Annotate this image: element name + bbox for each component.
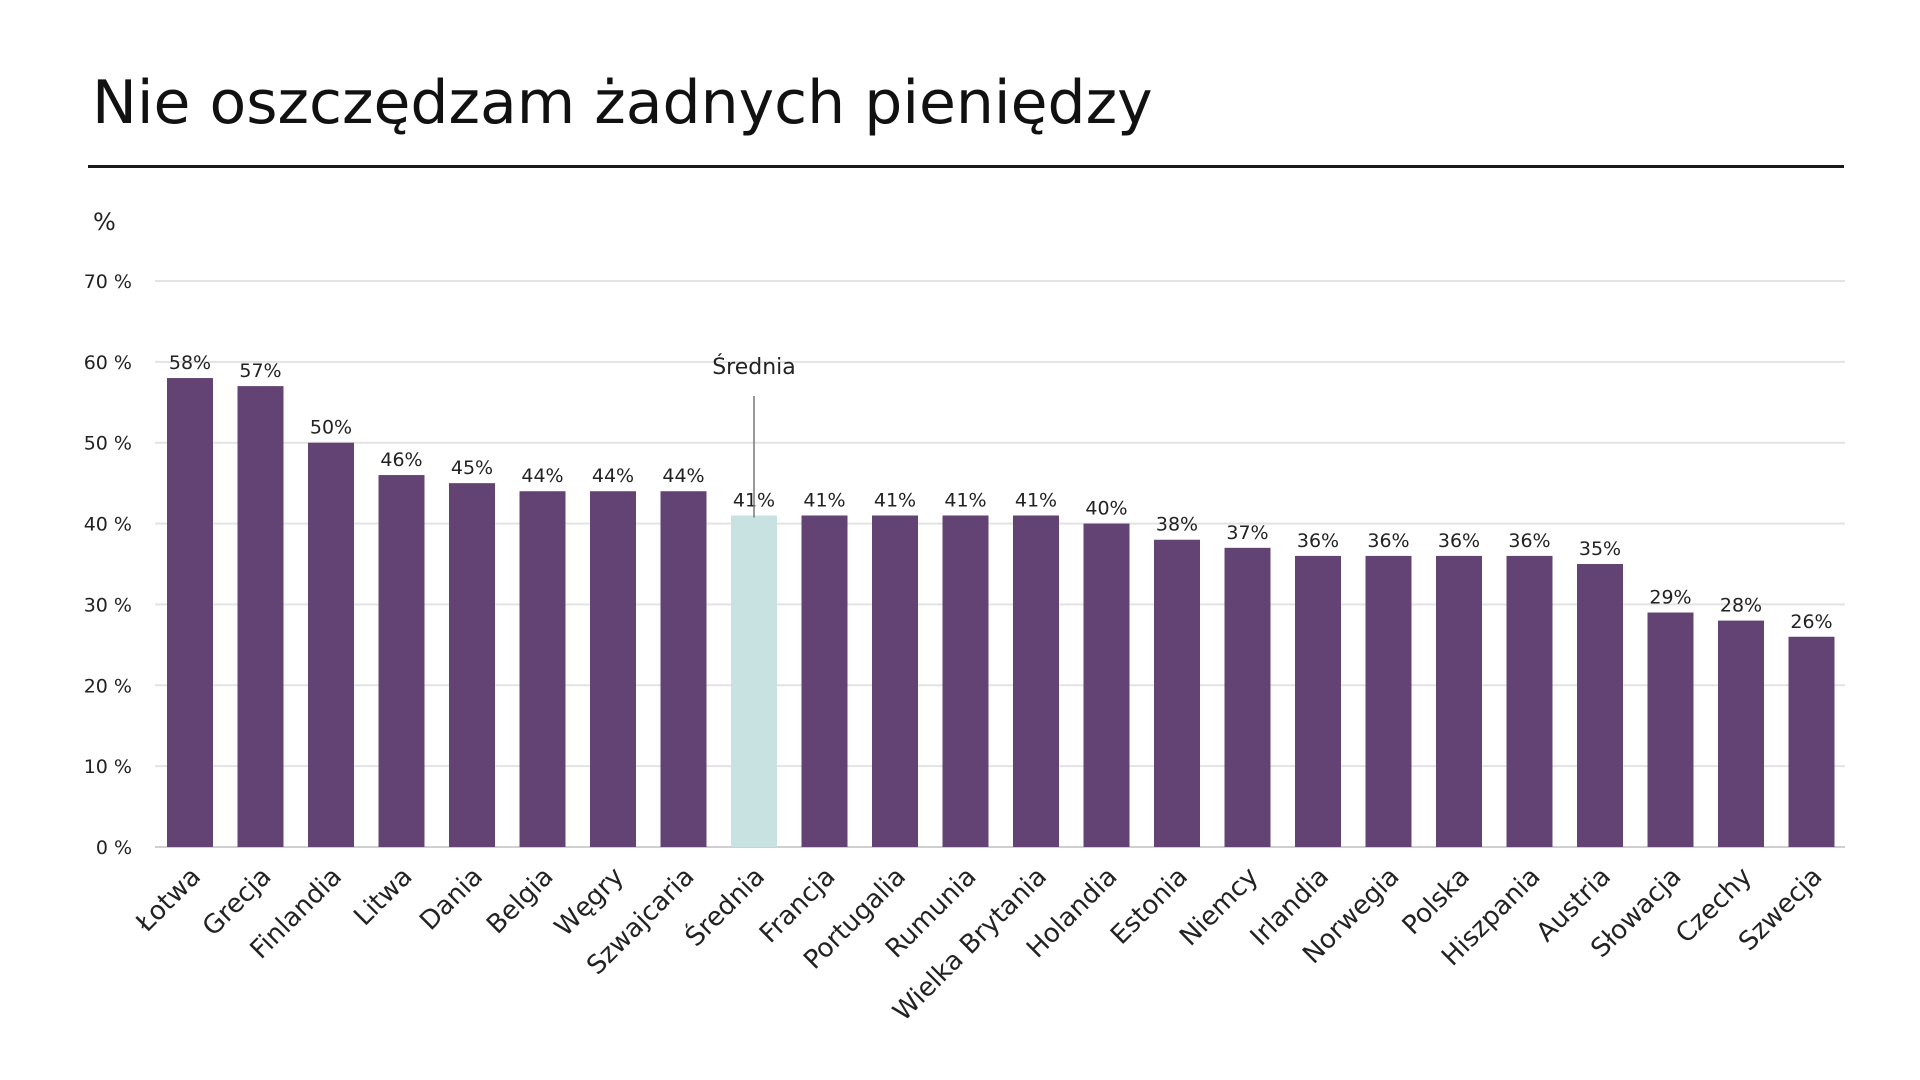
value-label: 41% bbox=[874, 489, 916, 511]
bar bbox=[731, 515, 777, 847]
value-label: 44% bbox=[592, 465, 634, 487]
value-label: 37% bbox=[1226, 522, 1268, 544]
value-label: 38% bbox=[1156, 514, 1198, 536]
value-label: 36% bbox=[1297, 530, 1339, 552]
bar bbox=[1436, 555, 1482, 847]
value-label: 41% bbox=[803, 489, 845, 511]
chart-title: Nie oszczędzam żadnych pieniędzy bbox=[92, 68, 1153, 138]
x-tick-label: Dania bbox=[414, 862, 489, 937]
bar bbox=[801, 515, 848, 847]
y-tick-label: 40 % bbox=[84, 514, 132, 536]
bar bbox=[590, 491, 636, 847]
bar bbox=[1295, 555, 1341, 847]
annotation: Średnia bbox=[712, 354, 796, 518]
value-labels: 58% 57%50%46% 45% 44% 44% 44%41% 41% 41% 41% 41% 4… bbox=[169, 352, 1833, 633]
bar bbox=[872, 515, 918, 847]
title-divider bbox=[88, 165, 1844, 168]
bar bbox=[1013, 515, 1059, 847]
bar bbox=[942, 515, 989, 847]
value-label: 40% bbox=[1085, 498, 1127, 520]
bar bbox=[1718, 620, 1764, 847]
average-annotation: Średnia bbox=[712, 354, 796, 380]
x-tick-label: Niemcy bbox=[1174, 862, 1264, 952]
value-label: 26% bbox=[1790, 611, 1832, 633]
bar bbox=[167, 378, 213, 847]
y-axis-unit-label: % bbox=[93, 208, 116, 236]
bar bbox=[519, 491, 566, 847]
y-tick-label: 20 % bbox=[84, 675, 132, 697]
value-label: 36% bbox=[1367, 530, 1409, 552]
bar bbox=[237, 386, 284, 847]
y-tick-label: 70 % bbox=[84, 271, 132, 293]
value-label: 46% bbox=[380, 449, 422, 471]
x-tick-label: Łotwa bbox=[130, 862, 207, 939]
bar bbox=[1365, 555, 1412, 847]
bar bbox=[1788, 636, 1835, 847]
bar bbox=[308, 442, 354, 847]
value-label: 50% bbox=[310, 417, 352, 439]
value-label: 29% bbox=[1649, 587, 1691, 609]
x-tick-label: Litwa bbox=[348, 862, 418, 932]
bar bbox=[1154, 539, 1200, 847]
value-label: 41% bbox=[944, 489, 986, 511]
value-label: 45% bbox=[451, 457, 493, 479]
value-label: 35% bbox=[1579, 538, 1621, 560]
value-label: 36% bbox=[1508, 530, 1550, 552]
x-tick-label: Belgia bbox=[481, 862, 559, 940]
value-label: 44% bbox=[521, 465, 563, 487]
gridlines bbox=[155, 280, 1845, 848]
y-tick-label: 50 % bbox=[84, 433, 132, 455]
bar bbox=[449, 483, 495, 847]
y-tick-label: 10 % bbox=[84, 756, 132, 778]
bar bbox=[1647, 612, 1694, 847]
bar bbox=[1083, 523, 1130, 847]
y-tick-label: 60 % bbox=[84, 352, 132, 374]
y-axis-ticks: 0 % 10 % 20 % 30 % 40 % 50 % 60 % 70 % bbox=[84, 271, 132, 859]
bar bbox=[1506, 555, 1553, 847]
value-label: 57% bbox=[239, 360, 281, 382]
y-tick-label: 30 % bbox=[84, 594, 132, 616]
value-label: 58% bbox=[169, 352, 211, 374]
value-label: 36% bbox=[1438, 530, 1480, 552]
value-label: 44% bbox=[662, 465, 704, 487]
value-label: 41% bbox=[1015, 489, 1057, 511]
x-tick-label: Średnia bbox=[678, 860, 770, 952]
bars bbox=[167, 378, 1835, 847]
value-label: 28% bbox=[1720, 595, 1762, 617]
bar bbox=[660, 491, 707, 847]
y-tick-label: 0 % bbox=[96, 837, 132, 859]
bar bbox=[1224, 547, 1271, 847]
bar bbox=[378, 475, 425, 847]
bar bbox=[1577, 564, 1623, 847]
